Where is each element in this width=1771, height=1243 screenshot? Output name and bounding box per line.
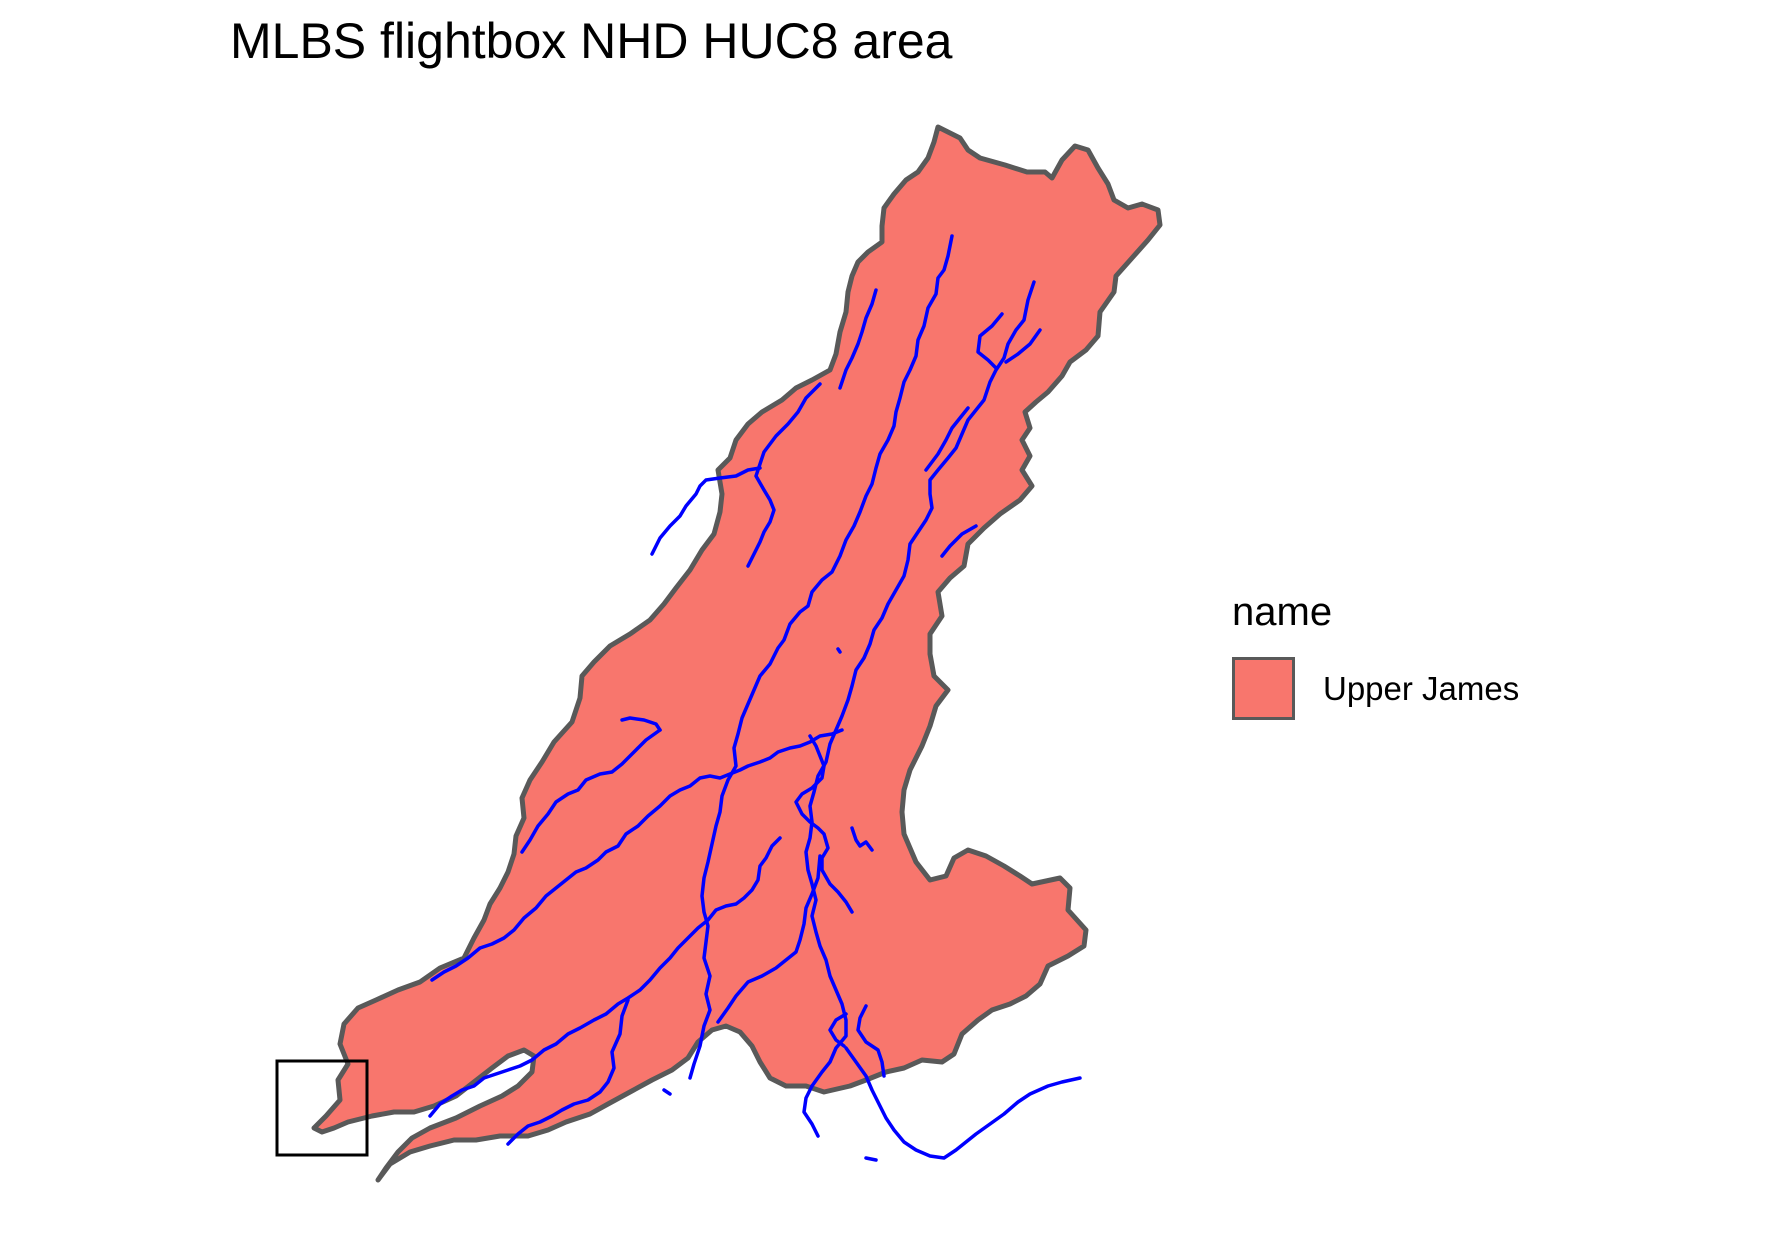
legend-item-label: Upper James: [1323, 670, 1520, 707]
legend-title: name: [1232, 590, 1333, 634]
river-line: [794, 734, 854, 914]
river-line: [940, 524, 978, 558]
river-line: [620, 716, 662, 732]
river-line: [836, 647, 842, 654]
river-line: [856, 1004, 886, 1078]
legend: name Upper James: [1232, 592, 1592, 742]
flightbox-rectangle: [275, 1059, 369, 1157]
river-line: [802, 1084, 820, 1138]
river-line: [716, 854, 822, 1024]
river-line: [650, 466, 762, 556]
river-line: [430, 728, 844, 982]
river-line: [838, 288, 878, 390]
river-line: [662, 1088, 672, 1096]
river-line: [1004, 328, 1042, 364]
river-line: [688, 234, 954, 1080]
river-line: [976, 312, 1004, 370]
river-line: [864, 1156, 878, 1162]
river-line: [428, 836, 782, 1118]
nhd-flowlines: [428, 234, 1082, 1162]
river-line: [828, 1012, 848, 1048]
legend-key-swatch: [1232, 657, 1295, 720]
river-line: [844, 1046, 1082, 1160]
river-line: [506, 998, 630, 1146]
map-title: MLBS flightbox NHD HUC8 area: [230, 13, 953, 69]
river-line: [746, 382, 822, 568]
river-line: [924, 406, 970, 472]
river-line: [804, 280, 1036, 1088]
river-line: [520, 728, 662, 854]
river-line: [850, 826, 874, 852]
